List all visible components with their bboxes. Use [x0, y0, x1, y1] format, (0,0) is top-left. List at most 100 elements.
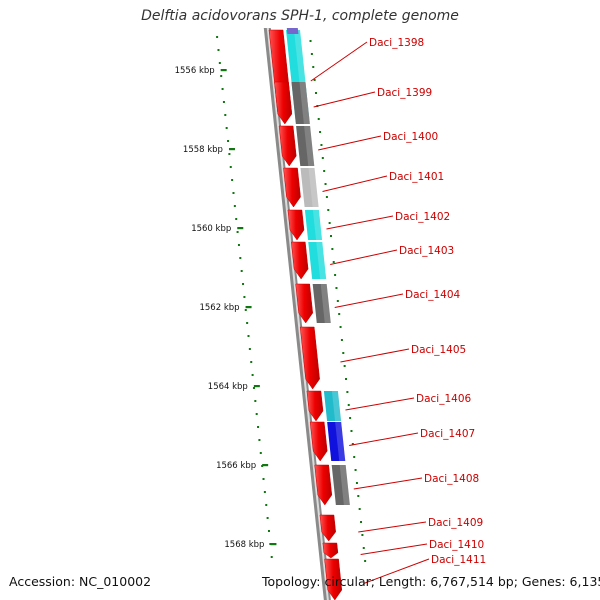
strand-tick — [338, 313, 341, 315]
scale-tick-minor — [221, 88, 224, 90]
gene-label-leader — [340, 348, 410, 363]
scale-tick-minor — [227, 140, 230, 142]
cog-box-shade — [335, 422, 346, 461]
strand-tick — [364, 560, 367, 562]
cog-box — [327, 422, 346, 461]
scale-tick-major — [270, 543, 277, 546]
strand-tick — [334, 274, 337, 276]
scale-tick-minor — [267, 530, 270, 532]
strand-tick — [343, 365, 346, 367]
gene-label: Daci_1398 — [369, 37, 424, 49]
gene-label: Daci_1404 — [405, 289, 461, 301]
scale-tick-minor — [246, 322, 249, 324]
scale-tick-minor — [250, 361, 253, 363]
gene-label: Daci_1408 — [424, 473, 479, 485]
scale-tick-minor — [263, 491, 266, 493]
gene-arrow — [319, 514, 336, 542]
scale-label: 1564 kbp — [208, 382, 248, 392]
strand-tick — [310, 53, 313, 55]
cog-box — [300, 168, 319, 207]
cog-box-shade — [299, 82, 310, 124]
scale-tick-minor — [266, 517, 269, 519]
scale-tick-minor — [259, 452, 262, 454]
scale-tick-minor — [247, 335, 250, 337]
scale-tick-major — [245, 306, 252, 309]
cog-box-shade — [308, 168, 319, 207]
strand-tick — [313, 79, 316, 81]
scale-tick-minor — [257, 426, 260, 428]
scale-tick-major — [253, 385, 260, 388]
scale-tick-minor — [251, 374, 254, 376]
strand-tick — [360, 521, 363, 523]
cog-box-shade — [304, 126, 315, 166]
scale-tick-minor — [252, 387, 255, 389]
scale-tick-minor — [254, 400, 257, 402]
cog-box — [291, 82, 310, 124]
gene-label: Daci_1400 — [383, 131, 438, 143]
cog-box — [304, 210, 323, 240]
scale-tick-minor — [228, 153, 231, 155]
scale-label: 1556 kbp — [175, 66, 215, 76]
gene-label: Daci_1407 — [420, 428, 475, 440]
gene-arrow — [290, 241, 309, 280]
cog-box-shade — [339, 465, 350, 505]
gene-arrow — [309, 421, 328, 462]
strand-tick — [350, 430, 353, 432]
gene-label: Daci_1402 — [395, 211, 450, 223]
scale-tick-major — [237, 227, 244, 230]
gene-label-leader — [318, 135, 382, 151]
scale-tick-minor — [232, 192, 235, 194]
gene-label-leader — [358, 521, 427, 533]
strand-tick — [362, 547, 365, 549]
scale-tick-minor — [255, 413, 258, 415]
scale-tick-minor — [248, 348, 251, 350]
strand-tick — [354, 469, 357, 471]
gene-label-leader — [360, 543, 428, 555]
gene-label: Daci_1410 — [429, 539, 484, 551]
scale-tick-minor — [265, 504, 268, 506]
scale-label: 1568 kbp — [224, 540, 264, 550]
gene-label-leader — [334, 293, 404, 308]
scale-tick-minor — [224, 114, 227, 116]
scale-tick-minor — [235, 218, 238, 220]
scale-tick-minor — [236, 231, 239, 233]
strand-tick — [335, 287, 338, 289]
gene-arrow — [274, 81, 293, 125]
cog-box — [296, 126, 315, 166]
scale-tick-minor — [270, 556, 273, 558]
cog-box-shade — [320, 284, 331, 323]
scale-tick-minor — [237, 244, 240, 246]
strand-tick — [339, 326, 342, 328]
gene-arrow — [306, 390, 324, 422]
gene-arrow — [278, 125, 297, 167]
strand-tick — [340, 339, 343, 341]
gene-label: Daci_1406 — [416, 393, 472, 405]
map-title: Delftia acidovorans SPH-1, complete geno… — [141, 8, 459, 24]
scale-tick-minor — [216, 36, 219, 38]
gene-label-leader — [313, 91, 376, 108]
scale-tick-minor — [243, 296, 246, 298]
strand-tick — [355, 482, 358, 484]
gene-labels: Daci_1398 Daci_1399 Daci_1400 Daci_1401 Daci… — [310, 37, 486, 584]
scale-tick-minor — [240, 270, 243, 272]
strand-tick — [327, 209, 330, 211]
strand-tick — [331, 248, 334, 250]
cog-box-shade — [331, 391, 342, 421]
strand-tick — [342, 352, 345, 354]
scale-tick-minor — [233, 205, 236, 207]
scale-label: 1566 kbp — [216, 461, 256, 471]
gene-label: Daci_1411 — [431, 554, 486, 566]
scale-tick-minor — [262, 478, 265, 480]
scale-label: 1562 kbp — [199, 303, 239, 313]
scale-label: 1560 kbp — [191, 224, 231, 234]
cog-box-shade — [312, 210, 323, 240]
strand-tick — [324, 183, 327, 185]
strand-tick — [317, 118, 320, 120]
strand-tick — [319, 131, 322, 133]
accession-text: Accession: NC_010002 — [9, 574, 152, 589]
gene-label: Daci_1409 — [428, 517, 483, 529]
scale-tick-minor — [239, 257, 242, 259]
scale-tick-major — [228, 148, 235, 151]
scale-tick-minor — [222, 101, 225, 103]
strand-tick — [346, 391, 349, 393]
